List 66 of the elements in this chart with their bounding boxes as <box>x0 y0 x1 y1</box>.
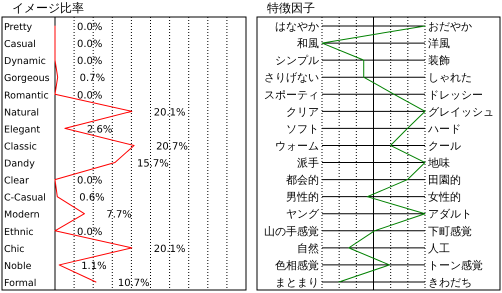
y-tick-label: Clear <box>4 176 29 187</box>
y2-tick-label: きわだち <box>428 276 472 289</box>
chart-title: イメージ比率 <box>12 1 84 15</box>
y-tick-label: クリア <box>286 105 319 118</box>
y-tick-label: Pretty <box>4 22 33 33</box>
y-tick-label: 山の手感覚 <box>264 224 319 238</box>
y-tick-label: Ethnic <box>4 226 34 238</box>
data-label: 1.1% <box>81 260 107 272</box>
data-label: 0.0% <box>77 176 102 187</box>
y-tick-label: ウォーム <box>275 139 319 152</box>
y2-tick-label: 装飾 <box>428 54 450 68</box>
y-tick-label: Elegant <box>4 124 40 136</box>
y-tick-label: Classic <box>4 141 37 152</box>
y-tick-label: Dynamic <box>4 56 46 68</box>
y-tick-label: シンプル <box>275 54 319 68</box>
y-tick-label: 派手 <box>297 156 319 170</box>
data-label: 7.7% <box>106 210 132 221</box>
y2-tick-label: 洋風 <box>428 37 450 50</box>
y-tick-label: ソフト <box>286 122 319 136</box>
y-tick-label: Natural <box>4 107 40 118</box>
y2-tick-label: 田園的 <box>428 174 461 187</box>
y-tick-label: 和風 <box>297 37 319 50</box>
y-tick-label: まとまり <box>275 276 319 289</box>
y-tick-label: ヤング <box>286 208 320 221</box>
y2-tick-label: 女性的 <box>428 190 461 204</box>
y-tick-label: スポーティ <box>264 88 319 102</box>
data-label: 20.1% <box>154 107 186 118</box>
y-tick-label: Gorgeous <box>4 73 50 84</box>
y-tick-label: Formal <box>4 278 36 289</box>
y-tick-label: はなやか <box>275 20 319 33</box>
y-tick-label: 都会的 <box>286 174 319 187</box>
y-tick-label: Romantic <box>4 90 49 102</box>
data-label: 0.0% <box>77 226 102 238</box>
y-tick-label: 自然 <box>297 242 319 255</box>
data-label: 0.0% <box>77 56 102 68</box>
data-label: 2.6% <box>86 124 112 136</box>
data-label: 0.7% <box>80 73 106 84</box>
data-label: 0.0% <box>77 90 102 102</box>
y2-tick-label: 地味 <box>427 156 450 170</box>
data-label: 0.6% <box>79 192 105 204</box>
y2-tick-label: 下町感覚 <box>428 224 472 238</box>
y-tick-label: Dandy <box>4 158 36 170</box>
y-tick-label: 男性的 <box>286 190 319 204</box>
y-tick-label: Modern <box>4 210 40 221</box>
y2-tick-label: 人工 <box>428 242 450 255</box>
y-tick-label: C-Casual <box>4 192 46 204</box>
y-tick-label: Chic <box>4 244 25 255</box>
y2-tick-label: しゃれた <box>428 71 472 84</box>
data-label: 10.7% <box>118 278 150 289</box>
data-label: 20.7% <box>156 141 188 152</box>
y2-tick-label: グレイッシュ <box>428 105 494 118</box>
y2-tick-label: トーン感覚 <box>428 258 483 272</box>
data-label: 15.7% <box>136 158 169 170</box>
y2-tick-label: ハード <box>427 122 461 136</box>
y2-tick-label: おだやか <box>428 20 472 33</box>
data-label: 0.0% <box>77 39 102 50</box>
y-tick-label: 色相感覚 <box>275 258 319 272</box>
y2-tick-label: アダルト <box>428 208 472 221</box>
chart-title: 特徴因子 <box>267 1 315 15</box>
data-label: 0.0% <box>77 22 102 33</box>
y-tick-label: Casual <box>4 39 36 50</box>
y-tick-label: さりげない <box>264 71 319 84</box>
y-tick-label: Noble <box>4 260 32 272</box>
y2-tick-label: ドレッシー <box>428 88 483 102</box>
y2-tick-label: クール <box>428 139 461 152</box>
data-label: 20.1% <box>154 244 186 255</box>
